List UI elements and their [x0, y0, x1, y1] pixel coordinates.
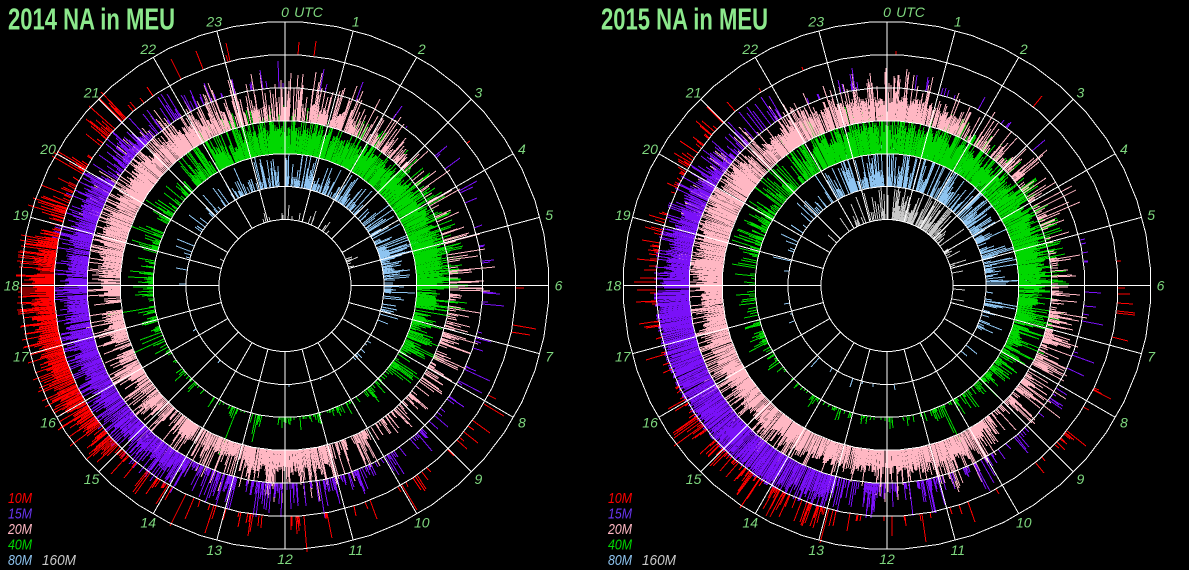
svg-text:17: 17	[615, 349, 632, 365]
svg-text:80M: 80M	[8, 552, 32, 569]
svg-text:11: 11	[349, 542, 364, 558]
svg-text:5: 5	[1147, 207, 1155, 223]
svg-text:15: 15	[686, 471, 702, 487]
svg-text:UTC: UTC	[294, 4, 324, 20]
svg-text:21: 21	[83, 84, 100, 100]
svg-text:40M: 40M	[608, 537, 632, 554]
svg-text:13: 13	[206, 542, 222, 558]
svg-text:20: 20	[641, 141, 658, 157]
svg-text:40M: 40M	[8, 537, 32, 554]
svg-text:7: 7	[545, 349, 554, 365]
svg-text:17: 17	[13, 349, 30, 365]
svg-text:160M: 160M	[42, 552, 76, 569]
svg-text:6: 6	[555, 278, 563, 294]
svg-text:20M: 20M	[607, 521, 632, 538]
svg-text:8: 8	[1120, 414, 1128, 430]
svg-text:14: 14	[742, 515, 758, 531]
svg-text:23: 23	[205, 14, 222, 30]
svg-text:3: 3	[1077, 84, 1085, 100]
svg-text:16: 16	[40, 415, 56, 431]
svg-text:15M: 15M	[608, 506, 632, 523]
svg-text:8: 8	[518, 414, 526, 430]
svg-text:6: 6	[1157, 278, 1165, 294]
svg-text:16: 16	[642, 415, 658, 431]
svg-text:10: 10	[414, 515, 430, 531]
svg-text:19: 19	[13, 207, 29, 223]
svg-text:0: 0	[281, 4, 289, 20]
svg-text:23: 23	[807, 14, 824, 30]
svg-text:22: 22	[139, 41, 156, 57]
svg-text:2: 2	[1019, 41, 1028, 57]
svg-text:160M: 160M	[642, 552, 676, 569]
svg-text:12: 12	[277, 551, 293, 567]
svg-text:1: 1	[352, 14, 360, 30]
svg-text:15: 15	[84, 471, 100, 487]
svg-text:22: 22	[741, 41, 758, 57]
svg-text:18: 18	[4, 278, 20, 294]
svg-text:20M: 20M	[7, 521, 32, 538]
svg-text:2015 NA in MEU: 2015 NA in MEU	[601, 2, 768, 37]
svg-text:4: 4	[1120, 141, 1128, 157]
svg-text:80M: 80M	[608, 552, 632, 569]
svg-text:2014 NA in MEU: 2014 NA in MEU	[8, 2, 175, 37]
svg-text:15M: 15M	[8, 506, 32, 523]
svg-text:9: 9	[475, 471, 483, 487]
svg-text:7: 7	[1147, 349, 1156, 365]
svg-text:5: 5	[545, 207, 553, 223]
svg-text:3: 3	[475, 84, 483, 100]
svg-text:11: 11	[951, 542, 966, 558]
svg-text:10: 10	[1016, 515, 1032, 531]
svg-text:10M: 10M	[608, 490, 632, 507]
svg-text:4: 4	[518, 141, 526, 157]
svg-text:UTC: UTC	[896, 4, 926, 20]
svg-text:13: 13	[808, 542, 824, 558]
svg-text:10M: 10M	[8, 490, 32, 507]
svg-text:1: 1	[954, 14, 962, 30]
svg-text:21: 21	[685, 84, 702, 100]
svg-text:19: 19	[615, 207, 631, 223]
svg-text:9: 9	[1077, 471, 1085, 487]
svg-text:20: 20	[39, 141, 56, 157]
svg-text:14: 14	[140, 515, 156, 531]
svg-text:18: 18	[606, 278, 622, 294]
svg-text:2: 2	[417, 41, 426, 57]
svg-text:12: 12	[879, 551, 895, 567]
svg-text:0: 0	[883, 4, 891, 20]
